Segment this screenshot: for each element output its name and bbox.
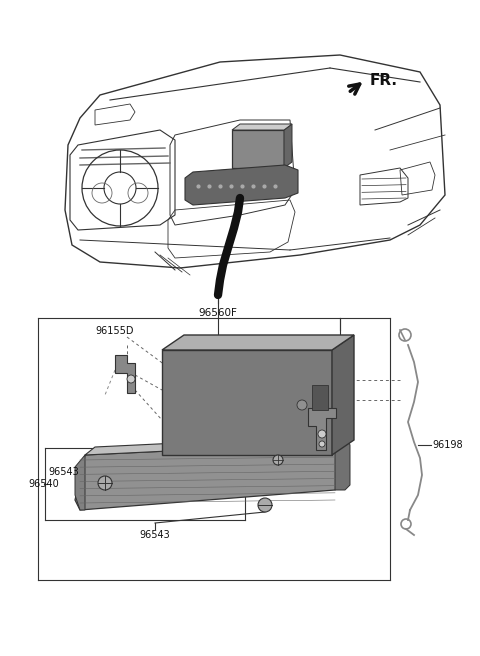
Text: 96560F: 96560F — [199, 308, 238, 318]
Circle shape — [273, 455, 283, 465]
FancyBboxPatch shape — [162, 350, 332, 455]
FancyBboxPatch shape — [232, 130, 284, 168]
Text: 96540: 96540 — [28, 479, 59, 489]
Polygon shape — [75, 455, 85, 510]
Circle shape — [318, 430, 326, 438]
Polygon shape — [185, 165, 298, 205]
Polygon shape — [85, 435, 345, 455]
Circle shape — [319, 441, 325, 447]
Circle shape — [297, 400, 307, 410]
Text: 96543: 96543 — [140, 530, 170, 540]
Text: FR.: FR. — [370, 73, 398, 88]
Text: 96198: 96198 — [432, 440, 463, 450]
Polygon shape — [232, 124, 292, 130]
Text: 1018AD: 1018AD — [243, 457, 282, 467]
Polygon shape — [335, 435, 350, 490]
Polygon shape — [162, 335, 354, 350]
Text: 96155D: 96155D — [95, 326, 133, 336]
Text: 96543: 96543 — [48, 467, 79, 477]
Polygon shape — [308, 408, 336, 450]
Text: 96155E: 96155E — [308, 395, 345, 405]
Circle shape — [258, 498, 272, 512]
FancyBboxPatch shape — [312, 385, 328, 410]
Polygon shape — [332, 335, 354, 455]
Circle shape — [127, 375, 135, 383]
Polygon shape — [284, 124, 292, 168]
Polygon shape — [115, 355, 135, 393]
Circle shape — [98, 476, 112, 490]
Polygon shape — [75, 435, 345, 510]
